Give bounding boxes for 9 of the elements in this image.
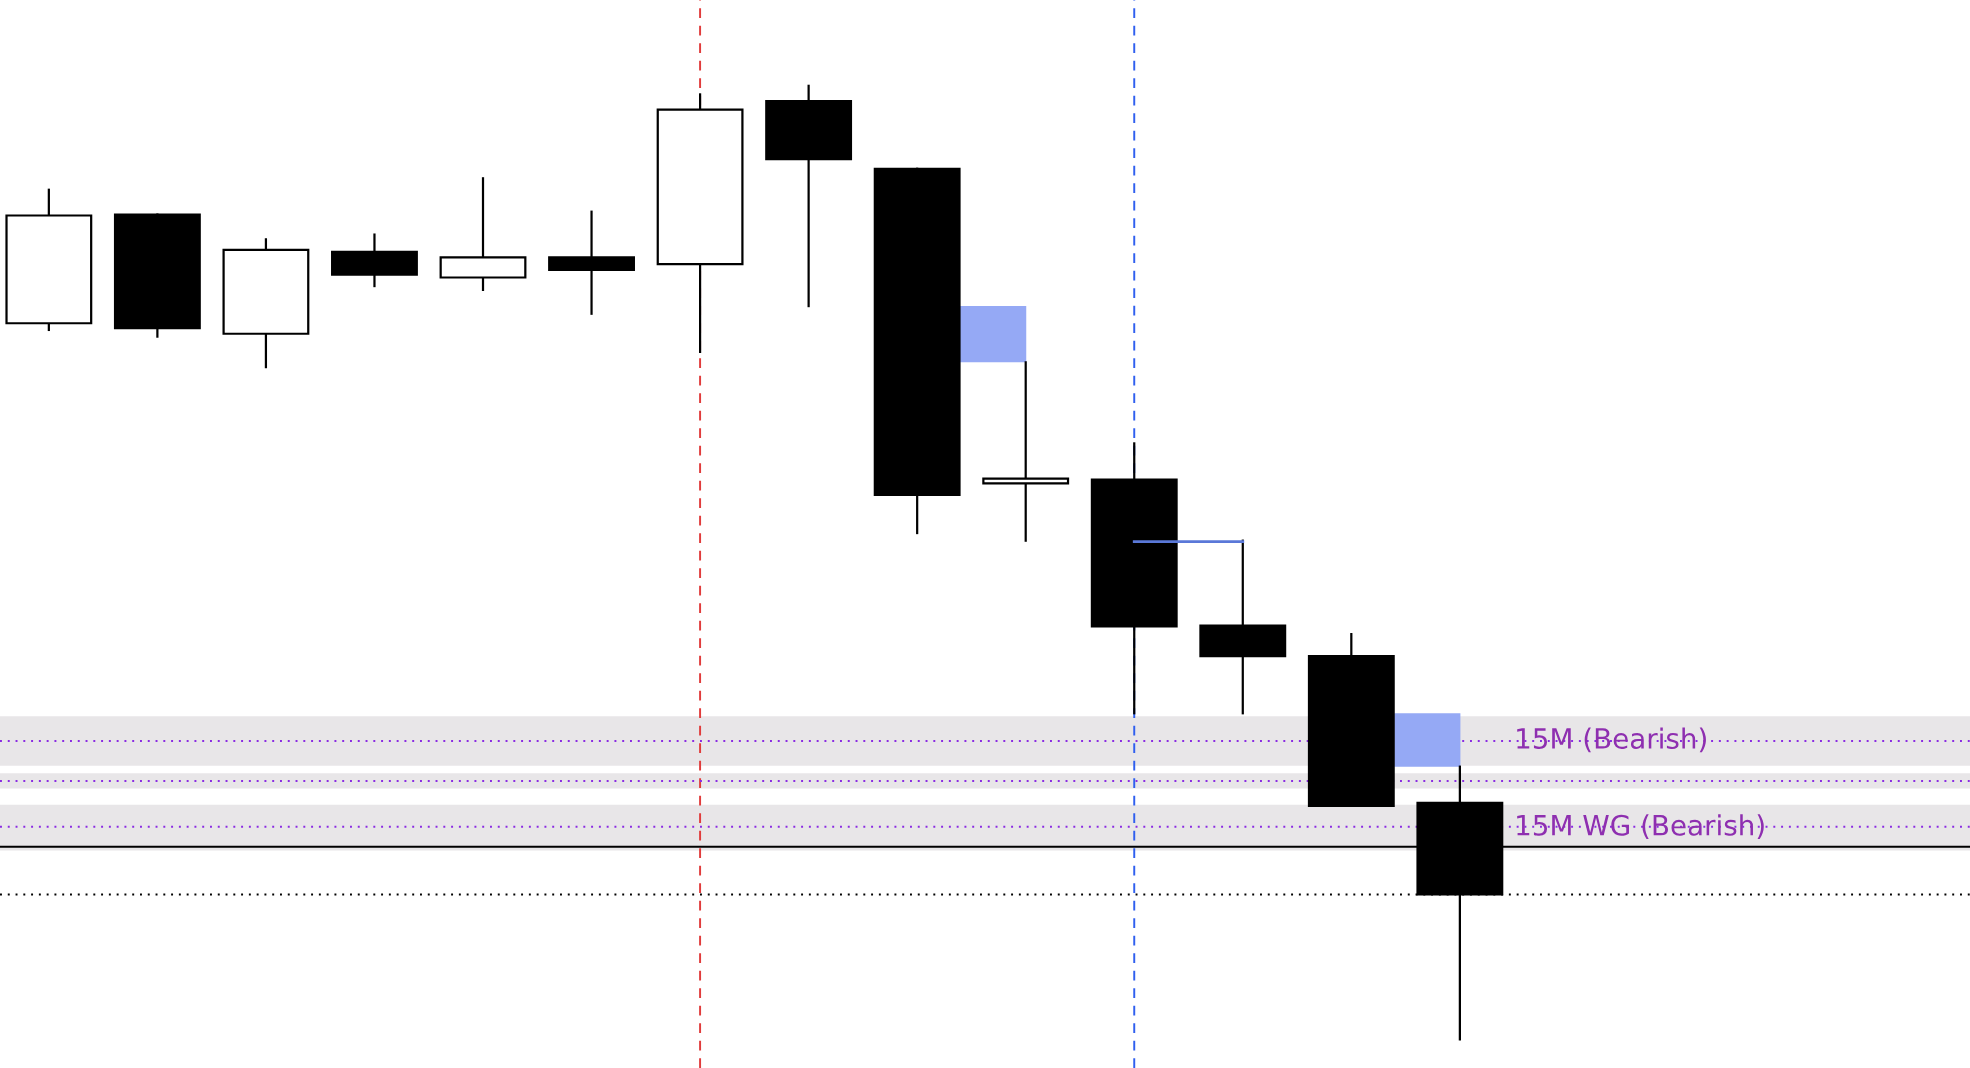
candlestick xyxy=(1090,442,1178,715)
candlestick xyxy=(982,361,1070,542)
candlestick xyxy=(5,188,93,332)
band-label: 15M WG (Bearish) xyxy=(1517,814,1764,840)
candlestick xyxy=(656,93,744,353)
candlestick xyxy=(548,210,635,315)
candlestick xyxy=(331,233,418,288)
band-label: 15M (Bearish) xyxy=(1517,727,1706,753)
candlestick xyxy=(222,238,310,369)
